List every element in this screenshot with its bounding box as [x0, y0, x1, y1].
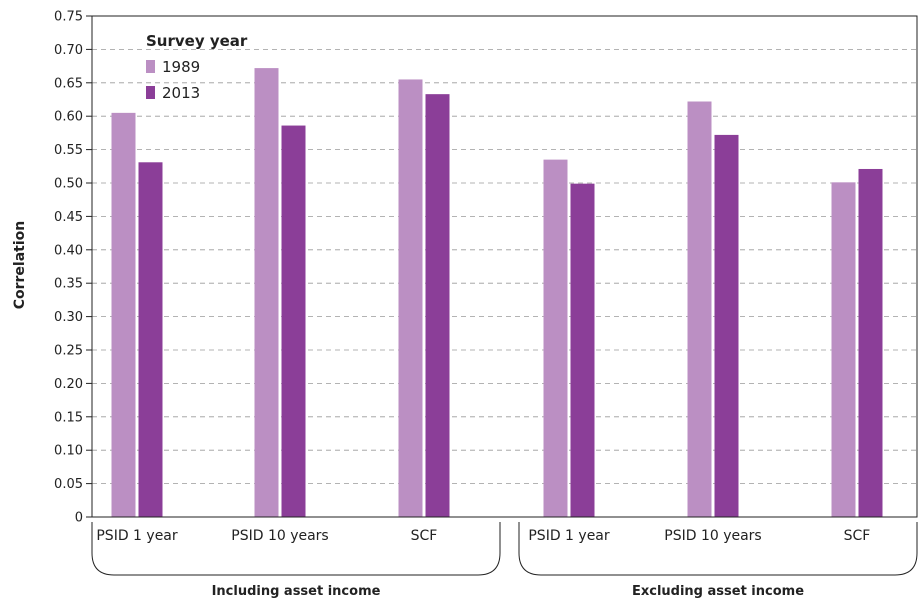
bar-2013-4 [570, 183, 595, 517]
y-tick-label: 0.10 [54, 444, 83, 459]
category-label: SCF [844, 528, 871, 544]
y-tick-label: 0.05 [54, 477, 83, 492]
category-label: PSID 1 year [528, 528, 610, 544]
y-axis-label: Correlation [12, 221, 28, 310]
y-tick-label: 0.15 [54, 410, 83, 425]
y-tick-label: 0.65 [54, 76, 83, 91]
y-tick-label: 0.70 [54, 43, 83, 58]
bar-1989-5 [687, 101, 712, 517]
bar-2013-1 [138, 162, 163, 518]
category-label: SCF [411, 528, 438, 544]
group-brace [518, 522, 918, 576]
legend-label-1989: 1989 [162, 58, 200, 76]
y-tick-label: 0 [75, 511, 83, 526]
bar-2013-2 [281, 125, 306, 517]
y-tick-label: 0.55 [54, 143, 83, 158]
y-tick-label: 0.40 [54, 243, 83, 258]
group-braces: Including asset income Excluding asset in… [91, 522, 918, 599]
category-label: PSID 10 years [231, 528, 328, 544]
category-labels: PSID 1 year PSID 10 years SCF PSID 1 year PS… [96, 528, 870, 544]
y-tick-label: 0.75 [54, 10, 83, 25]
plot-frame [91, 15, 918, 518]
y-tick-label: 0.35 [54, 277, 83, 292]
bars [111, 68, 883, 518]
bar-1989-2 [254, 68, 279, 517]
legend-swatch-2013 [146, 86, 155, 99]
group-label: Including asset income [212, 584, 381, 599]
legend-label-2013: 2013 [162, 84, 200, 102]
y-tick-labels: 0 0.05 0.10 0.15 0.20 0.25 0.30 0.35 0.40 0.45 0.5… [54, 10, 83, 526]
legend-title: Survey year [146, 32, 248, 50]
bar-1989-3 [398, 79, 423, 518]
y-tick-label: 0.60 [54, 110, 83, 125]
bar-1989-1 [111, 112, 136, 518]
y-tick-label: 0.45 [54, 210, 83, 225]
bar-2013-6 [858, 168, 883, 518]
y-tick-label: 0.25 [54, 344, 83, 359]
bar-2013-5 [714, 134, 739, 518]
category-label: PSID 1 year [96, 528, 178, 544]
legend: Survey year 1989 2013 [146, 32, 248, 102]
legend-swatch-1989 [146, 60, 155, 73]
y-tick-label: 0.20 [54, 377, 83, 392]
category-label: PSID 10 years [664, 528, 761, 544]
group-brace [91, 522, 501, 576]
bar-1989-6 [831, 182, 856, 517]
bar-1989-4 [543, 159, 568, 517]
bar-2013-3 [425, 94, 450, 517]
y-tick-label: 0.50 [54, 177, 83, 192]
y-tick-label: 0.30 [54, 310, 83, 325]
group-label: Excluding asset income [632, 584, 804, 599]
grid-lines [92, 49, 917, 485]
axes [86, 15, 918, 518]
